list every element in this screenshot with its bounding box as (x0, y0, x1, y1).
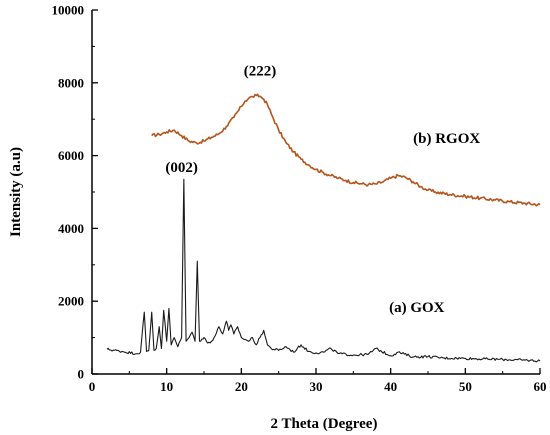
x-tick-label-40: 40 (384, 379, 397, 394)
ticks-layer (91, 9, 541, 375)
x-tick-label-10: 10 (160, 379, 173, 394)
series-label-rgox: (b) RGOX (413, 131, 480, 147)
labels-layer: 0 10 20 30 40 50 60 0 2000 4000 6000 8000 10000 2 The… (8, 3, 547, 433)
peak-label-002: (002) (165, 160, 198, 176)
y-tick-label-8000: 8000 (58, 75, 84, 90)
x-tick-label-20: 20 (235, 379, 248, 394)
x-tick-label-60: 60 (534, 379, 547, 394)
y-tick-label-2000: 2000 (58, 294, 84, 309)
x-tick-label-50: 50 (459, 379, 472, 394)
x-tick-label-30: 30 (310, 379, 323, 394)
series-layer (106, 93, 541, 363)
y-axis-title: Intensity (a.u) (8, 147, 24, 237)
y-tick-label-0: 0 (78, 367, 85, 382)
series-line-rgox (151, 93, 541, 207)
y-tick-label-4000: 4000 (58, 221, 84, 236)
y-tick-label-6000: 6000 (58, 148, 84, 163)
x-tick-label-0: 0 (89, 379, 96, 394)
y-tick-label-10000: 10000 (52, 3, 85, 18)
series-line-gox (106, 178, 541, 363)
peak-label-222: (222) (244, 64, 277, 80)
x-axis-title: 2 Theta (Degree) (271, 416, 378, 432)
series-label-gox: (a) GOX (389, 300, 445, 316)
